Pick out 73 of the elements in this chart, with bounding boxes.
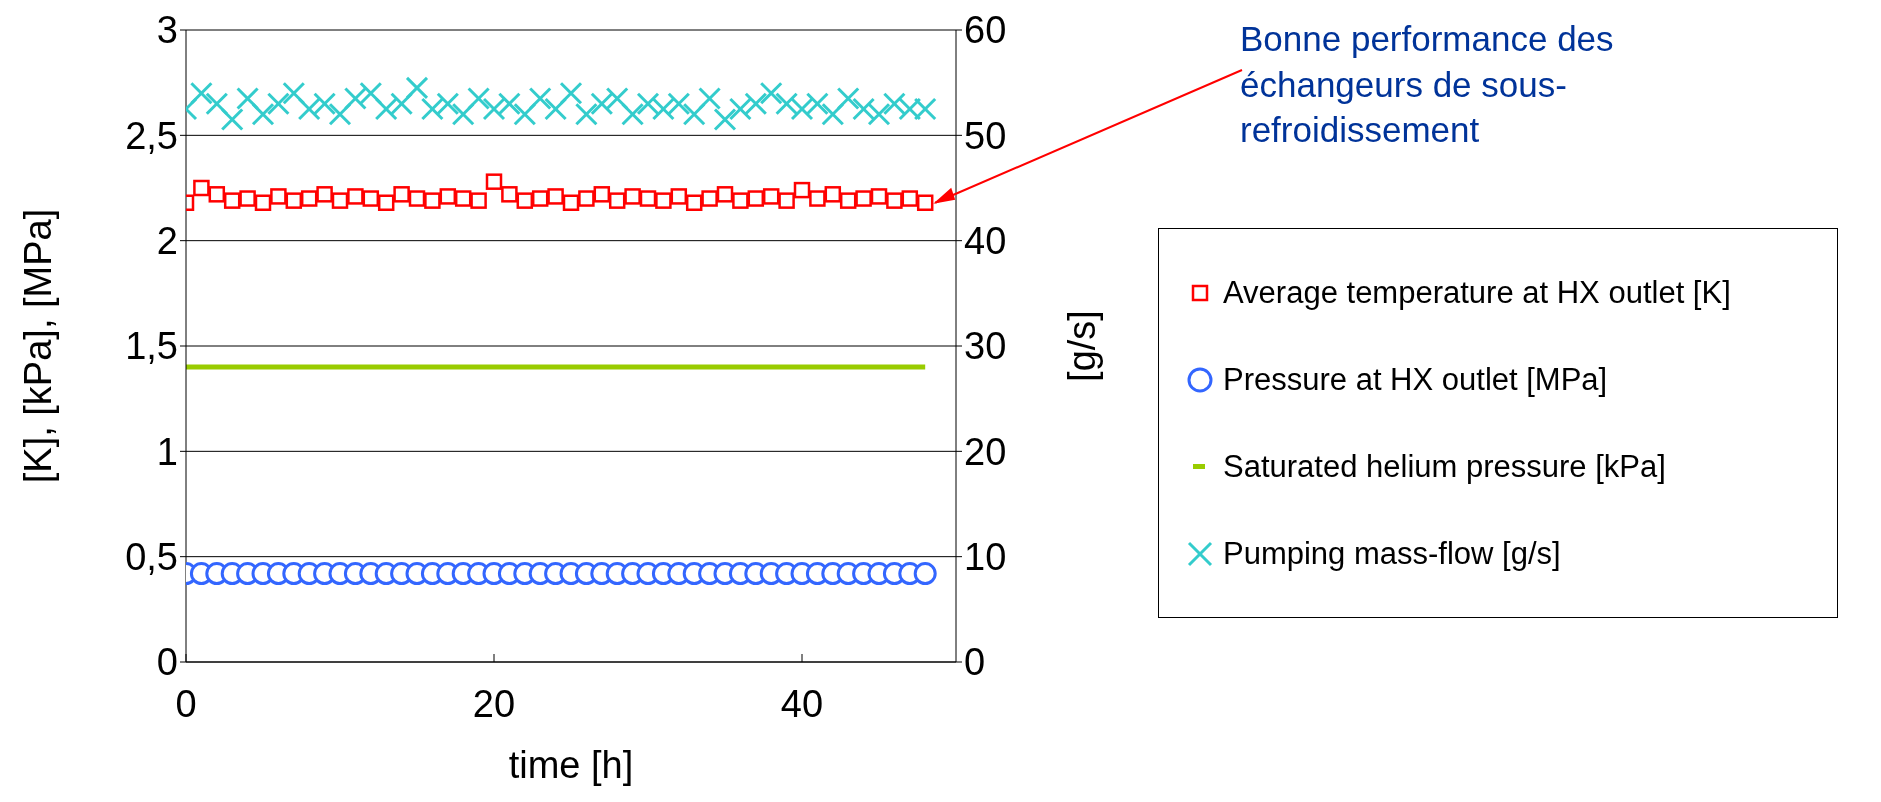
point: [270, 188, 287, 205]
point: [562, 194, 580, 211]
y-tick-label: 0,5: [125, 536, 178, 579]
y-tick-label: 1: [156, 430, 178, 473]
point: [685, 194, 703, 211]
point: [208, 186, 226, 203]
point: [223, 192, 241, 209]
point: [377, 194, 395, 211]
y2-tick-label: 50: [964, 114, 1007, 157]
point: [655, 192, 672, 209]
point: [362, 190, 380, 207]
point: [870, 188, 888, 205]
point: [516, 192, 534, 209]
point: [778, 192, 795, 209]
point: [501, 186, 518, 203]
point: [624, 188, 641, 205]
y-tick-label: 2,5: [125, 114, 178, 157]
point: [454, 190, 472, 207]
point: [470, 192, 487, 209]
point: [762, 188, 780, 205]
legend-label: Pressure at HX outlet [MPa]: [1223, 361, 1608, 398]
point: [916, 194, 934, 211]
legend-label: Pumping mass-flow [g/s]: [1223, 535, 1561, 572]
point: [593, 186, 611, 203]
point: [701, 190, 718, 207]
y2-axis-title: [g/s]: [1061, 310, 1104, 382]
y2-tick-label: 20: [964, 430, 1007, 473]
point: [608, 192, 626, 209]
y2-tick-label: 60: [964, 9, 1007, 52]
legend-label: Saturated helium pressure [kPa]: [1223, 448, 1666, 485]
point: [886, 192, 903, 209]
point: [254, 194, 272, 211]
point: [639, 190, 657, 207]
point: [331, 192, 349, 209]
y2-tick-label: 10: [964, 536, 1007, 579]
point: [424, 192, 441, 209]
point: [408, 190, 426, 207]
point: [531, 190, 549, 207]
point: [824, 186, 842, 203]
point: [347, 188, 364, 205]
point: [300, 190, 318, 207]
y-tick-label: 2: [156, 220, 178, 263]
y-tick-label: 0: [156, 641, 178, 684]
text: Bonne performance des échangeurs de sous-refroidissement: [1240, 18, 1615, 151]
point: [716, 186, 734, 203]
point: [809, 190, 826, 207]
point: [193, 179, 210, 197]
y2-tick-label: 0: [964, 641, 986, 684]
point: [439, 188, 457, 205]
point: [732, 192, 749, 209]
point: [393, 186, 410, 203]
point: [747, 190, 765, 207]
y2-tick-label: 40: [964, 220, 1007, 263]
point: [547, 188, 564, 205]
point: [793, 181, 811, 199]
point: [578, 190, 595, 207]
y2-tick-label: 30: [964, 325, 1007, 368]
point: [316, 186, 333, 203]
y-tick-label: 1,5: [125, 325, 178, 368]
x-tick-label: 20: [472, 682, 516, 725]
x-axis-title: time [h]: [508, 744, 634, 786]
point: [485, 173, 503, 190]
point: [670, 188, 688, 205]
point: [839, 192, 857, 209]
legend-label: Average temperature at HX outlet [K]: [1223, 274, 1731, 311]
point: [285, 192, 303, 209]
y-tick-label: 3: [156, 9, 178, 52]
point: [913, 562, 937, 586]
x-tick-label: 40: [780, 682, 824, 725]
point: [901, 190, 919, 207]
point: [855, 190, 872, 207]
y-axis-title: [K], [kPa], [MPa]: [17, 208, 60, 484]
point: [239, 190, 256, 207]
